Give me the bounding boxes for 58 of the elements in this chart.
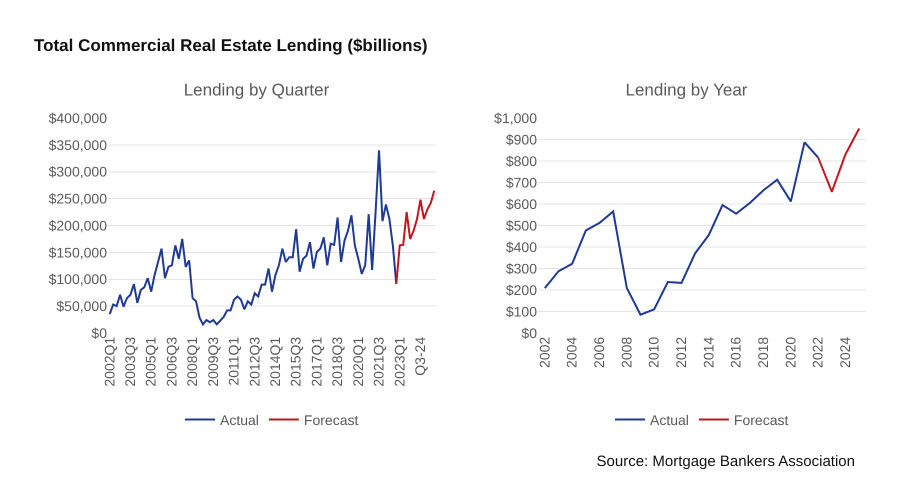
y-tick-label: $700 [506, 174, 538, 190]
y-tick-label: $300 [506, 260, 538, 276]
x-tick-label: 2010 [646, 336, 662, 368]
legend-label: Forecast [304, 412, 358, 428]
x-tick-label: 2012 [673, 336, 690, 368]
x-tick-label: 2015Q3 [288, 336, 304, 387]
line-series [395, 190, 436, 286]
y-tick-label: $800 [506, 152, 538, 169]
y-tick-label: $500 [506, 217, 538, 234]
y-tick-label: $300,000 [48, 164, 108, 180]
y-tick-label: $100 [506, 303, 538, 320]
y-tick-label: $100,000 [48, 271, 108, 288]
y-tick-label: $150,000 [48, 244, 108, 260]
x-tick-label: 2005Q1 [142, 336, 159, 387]
x-tick-label: 2018 [755, 336, 772, 368]
y-tick-label: $400 [506, 238, 538, 255]
x-tick-label: 2021Q3 [370, 336, 387, 387]
x-tick-label: 2006 [591, 336, 608, 368]
y-tick-label: $1,000 [494, 110, 538, 126]
y-tick-label: $50,000 [56, 298, 108, 314]
x-tick-label: 2012Q3 [246, 336, 262, 387]
x-tick-label: 2008 [618, 336, 634, 368]
x-tick-label: 2017Q1 [308, 336, 324, 387]
line-series [108, 149, 398, 326]
chart-subtitle: Lending by Year [626, 80, 748, 100]
x-tick-label: 2003Q3 [122, 336, 138, 387]
y-tick-label: $900 [506, 131, 538, 148]
x-tick-label: 2023Q1 [391, 336, 408, 387]
chart-title: Total Commercial Real Estate Lending ($billions) [34, 36, 428, 56]
legend-label: Actual [220, 412, 259, 428]
x-tick-label: Q3-24 [412, 336, 428, 376]
y-tick-label: $400,000 [48, 110, 108, 126]
x-tick-label: 2020Q1 [350, 336, 366, 387]
x-tick-label: 2009Q3 [204, 336, 221, 387]
x-tick-label: 2016 [728, 336, 744, 368]
y-tick-label: $0 [521, 324, 538, 341]
y-tick-label: $250,000 [48, 190, 108, 207]
x-tick-label: 2018Q3 [329, 336, 346, 387]
y-tick-label: $200 [506, 282, 538, 298]
x-tick-label: 2014Q1 [267, 336, 283, 387]
x-tick-label: 2002 [536, 336, 552, 368]
chart-subtitle: Lending by Quarter [184, 80, 330, 100]
x-tick-label: 2011Q1 [226, 336, 242, 386]
x-tick-label: 2014 [700, 336, 716, 368]
x-tick-label: 2020 [782, 336, 798, 368]
legend-label: Actual [650, 412, 689, 428]
y-tick-label: $350,000 [48, 136, 108, 153]
line-series [544, 141, 820, 316]
source-note: Source: Mortgage Bankers Association [596, 453, 855, 470]
x-tick-label: 2008Q1 [184, 336, 200, 387]
x-tick-label: 2006Q3 [163, 336, 180, 387]
x-tick-label: 2004 [564, 336, 580, 368]
legend-label: Forecast [734, 412, 788, 428]
y-tick-label: $200,000 [48, 217, 108, 234]
y-tick-label: $600 [506, 196, 538, 212]
x-tick-label: 2022 [810, 336, 826, 368]
x-tick-label: 2024 [837, 336, 854, 368]
line-series [817, 128, 860, 193]
